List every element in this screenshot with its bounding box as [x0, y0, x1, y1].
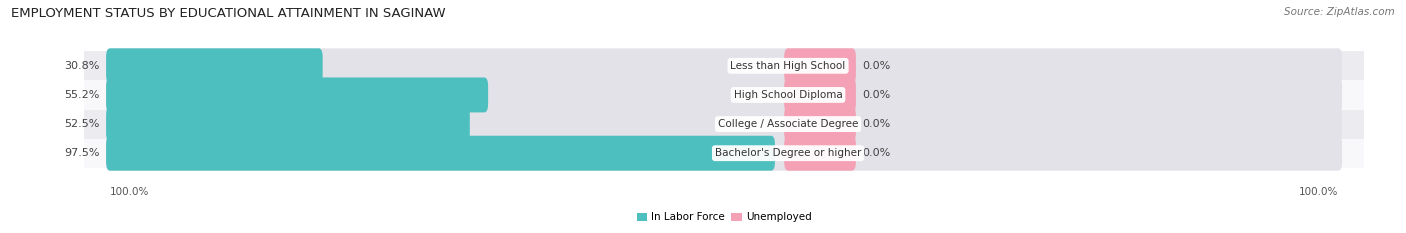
- Text: 100.0%: 100.0%: [1299, 187, 1339, 197]
- FancyBboxPatch shape: [105, 48, 1343, 83]
- FancyBboxPatch shape: [105, 48, 322, 83]
- FancyBboxPatch shape: [105, 136, 775, 171]
- FancyBboxPatch shape: [785, 136, 856, 171]
- Bar: [84, 51, 1364, 80]
- Text: 55.2%: 55.2%: [65, 90, 100, 100]
- Text: 0.0%: 0.0%: [862, 90, 890, 100]
- Text: 0.0%: 0.0%: [862, 119, 890, 129]
- Text: Less than High School: Less than High School: [731, 61, 845, 71]
- Text: Bachelor's Degree or higher: Bachelor's Degree or higher: [714, 148, 862, 158]
- FancyBboxPatch shape: [785, 107, 856, 141]
- Text: 0.0%: 0.0%: [862, 61, 890, 71]
- FancyBboxPatch shape: [785, 77, 856, 112]
- Text: 0.0%: 0.0%: [862, 148, 890, 158]
- Text: EMPLOYMENT STATUS BY EDUCATIONAL ATTAINMENT IN SAGINAW: EMPLOYMENT STATUS BY EDUCATIONAL ATTAINM…: [11, 7, 446, 20]
- Text: College / Associate Degree: College / Associate Degree: [718, 119, 858, 129]
- Text: 100.0%: 100.0%: [110, 187, 149, 197]
- FancyBboxPatch shape: [105, 77, 1343, 112]
- Text: 52.5%: 52.5%: [65, 119, 100, 129]
- Text: High School Diploma: High School Diploma: [734, 90, 842, 100]
- FancyBboxPatch shape: [105, 107, 1343, 141]
- FancyBboxPatch shape: [105, 136, 1343, 171]
- Text: 97.5%: 97.5%: [65, 148, 100, 158]
- FancyBboxPatch shape: [785, 48, 856, 83]
- FancyBboxPatch shape: [105, 107, 470, 141]
- Bar: [84, 80, 1364, 110]
- Bar: [84, 139, 1364, 168]
- Bar: [84, 110, 1364, 139]
- Text: Source: ZipAtlas.com: Source: ZipAtlas.com: [1284, 7, 1395, 17]
- Legend: In Labor Force, Unemployed: In Labor Force, Unemployed: [633, 208, 815, 227]
- Text: 30.8%: 30.8%: [65, 61, 100, 71]
- FancyBboxPatch shape: [105, 77, 488, 112]
